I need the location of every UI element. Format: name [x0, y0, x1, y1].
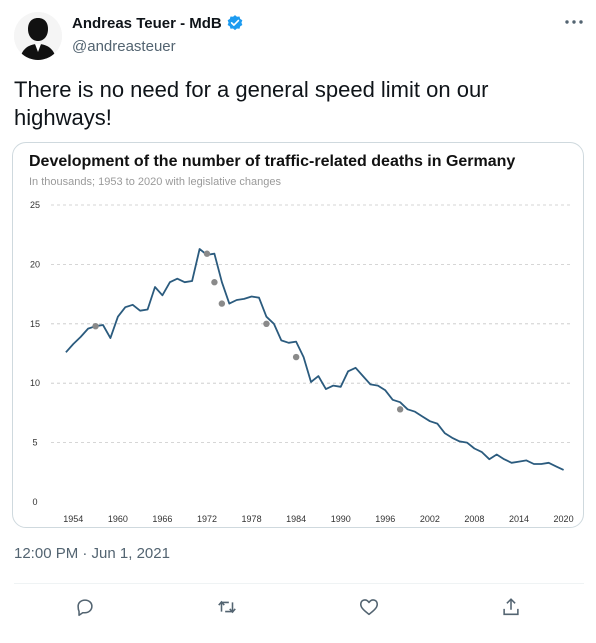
like-icon	[359, 599, 379, 616]
y-tick-label: 15	[30, 319, 40, 329]
author-name-row: Andreas Teuer - MdB	[72, 14, 244, 32]
like-button[interactable]	[352, 592, 386, 622]
user-handle[interactable]: @andreasteuer	[72, 38, 176, 55]
legislative-change-marker	[396, 406, 404, 413]
divider	[14, 583, 584, 584]
x-tick-label: 2002	[420, 514, 440, 524]
x-tick-label: 2014	[509, 514, 529, 524]
tweet-timestamp[interactable]: 12:00 PM · Jun 1, 2021	[14, 545, 170, 562]
legislative-change-marker	[263, 320, 270, 327]
reply-icon	[77, 599, 93, 617]
legislative-change-marker	[218, 300, 226, 307]
y-tick-label: 20	[30, 259, 40, 269]
y-tick-label: 10	[30, 378, 40, 388]
x-tick-label: 1990	[331, 514, 351, 524]
x-tick-label: 1954	[63, 514, 83, 524]
verified-badge-icon	[227, 15, 243, 31]
x-tick-label: 2008	[464, 514, 484, 524]
x-axis: 1954 1960 1966 1972 1978 1984 1990 1996 2002 2008…	[63, 514, 573, 524]
y-tick-label: 0	[32, 497, 37, 507]
x-tick-label: 1996	[375, 514, 395, 524]
traffic-deaths-chart: Development of the number of traffic-rel…	[29, 153, 574, 524]
y-tick-label: 5	[32, 438, 37, 448]
x-tick-label: 1966	[152, 514, 172, 524]
legislative-change-marker	[92, 322, 99, 330]
more-button[interactable]	[562, 12, 586, 32]
chart-title: Development of the number of traffic-rel…	[29, 153, 515, 170]
more-icon	[565, 20, 583, 24]
series-line	[65, 248, 564, 471]
share-button[interactable]	[494, 592, 528, 622]
chart-subtitle: In thousands; 1953 to 2020 with legislat…	[29, 176, 281, 188]
avatar[interactable]	[14, 12, 62, 60]
legislative-change-marker	[211, 279, 218, 286]
reply-button[interactable]	[68, 592, 102, 622]
x-tick-label: 1972	[197, 514, 217, 524]
chart-image-card[interactable]: Development of the number of traffic-rel…	[12, 142, 584, 528]
legislative-change-marker	[292, 353, 300, 361]
x-tick-label: 2020	[554, 514, 574, 524]
x-tick-label: 1984	[286, 514, 306, 524]
y-tick-label: 25	[30, 200, 40, 210]
grid-lines	[51, 204, 571, 444]
legislative-change-marker	[203, 250, 211, 257]
tweet-text: There is no need for a general speed lim…	[14, 77, 489, 130]
x-tick-label: 1960	[108, 514, 128, 524]
display-name[interactable]: Andreas Teuer - MdB	[72, 14, 222, 32]
retweet-icon	[218, 600, 236, 614]
retweet-button[interactable]	[210, 592, 244, 622]
share-icon	[503, 598, 519, 616]
avatar-silhouette-icon	[14, 12, 62, 60]
y-axis: 0 5 10 15 20 25	[30, 200, 40, 507]
x-tick-label: 1978	[242, 514, 262, 524]
legislative-change-markers	[92, 250, 404, 413]
